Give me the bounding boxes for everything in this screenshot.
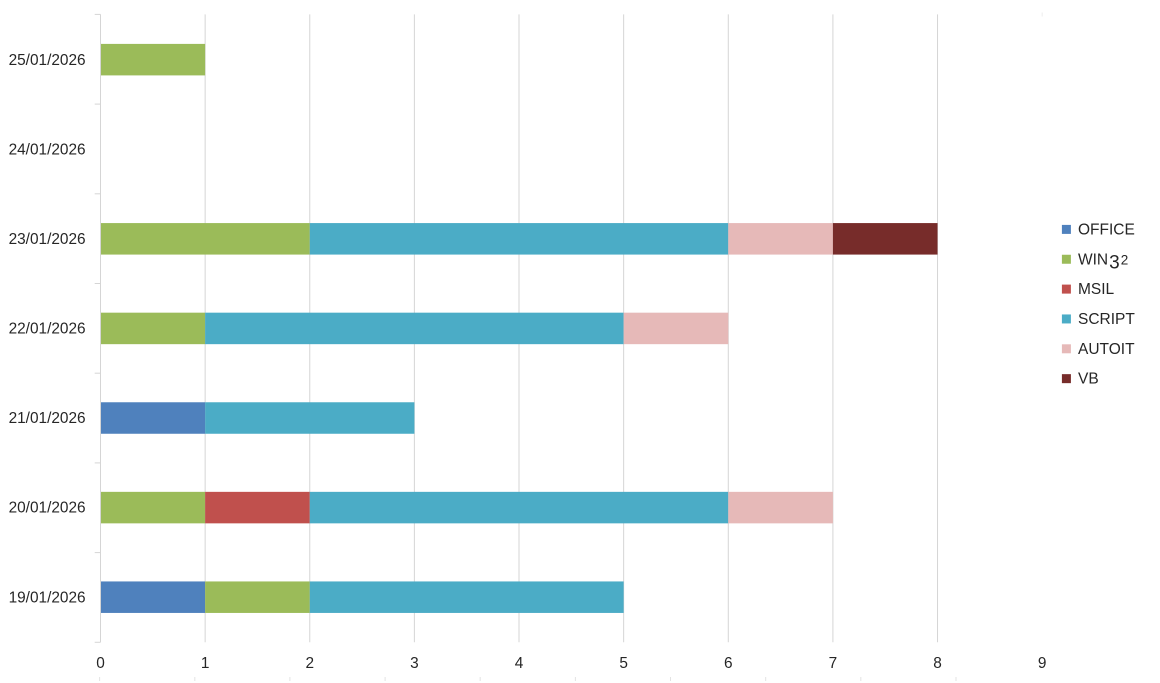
svg-text:23/01/2026: 23/01/2026 xyxy=(9,231,86,248)
svg-text:3: 3 xyxy=(410,655,419,672)
svg-text:WIN32: WIN32 xyxy=(1078,251,1128,273)
svg-text:7: 7 xyxy=(829,655,838,672)
svg-text:19/01/2026: 19/01/2026 xyxy=(9,589,86,606)
svg-text:2: 2 xyxy=(305,655,314,672)
svg-text:AUTOIT: AUTOIT xyxy=(1078,341,1135,358)
svg-text:4: 4 xyxy=(515,655,524,672)
svg-text:24/01/2026: 24/01/2026 xyxy=(9,141,86,158)
svg-text:6: 6 xyxy=(724,655,733,672)
svg-text:1: 1 xyxy=(201,655,210,672)
svg-text:8: 8 xyxy=(933,655,942,672)
svg-text:20/01/2026: 20/01/2026 xyxy=(9,500,86,517)
svg-text:25/01/2026: 25/01/2026 xyxy=(9,52,86,69)
svg-text:5: 5 xyxy=(619,655,628,672)
svg-text:21/01/2026: 21/01/2026 xyxy=(9,410,86,427)
svg-text:0: 0 xyxy=(96,655,105,672)
svg-text:9: 9 xyxy=(1038,655,1047,672)
svg-text:22/01/2026: 22/01/2026 xyxy=(9,321,86,338)
svg-text:VB: VB xyxy=(1078,371,1099,388)
svg-text:OFFICE: OFFICE xyxy=(1078,221,1135,238)
svg-text:MSIL: MSIL xyxy=(1078,281,1115,298)
svg-text:SCRIPT: SCRIPT xyxy=(1078,311,1135,328)
